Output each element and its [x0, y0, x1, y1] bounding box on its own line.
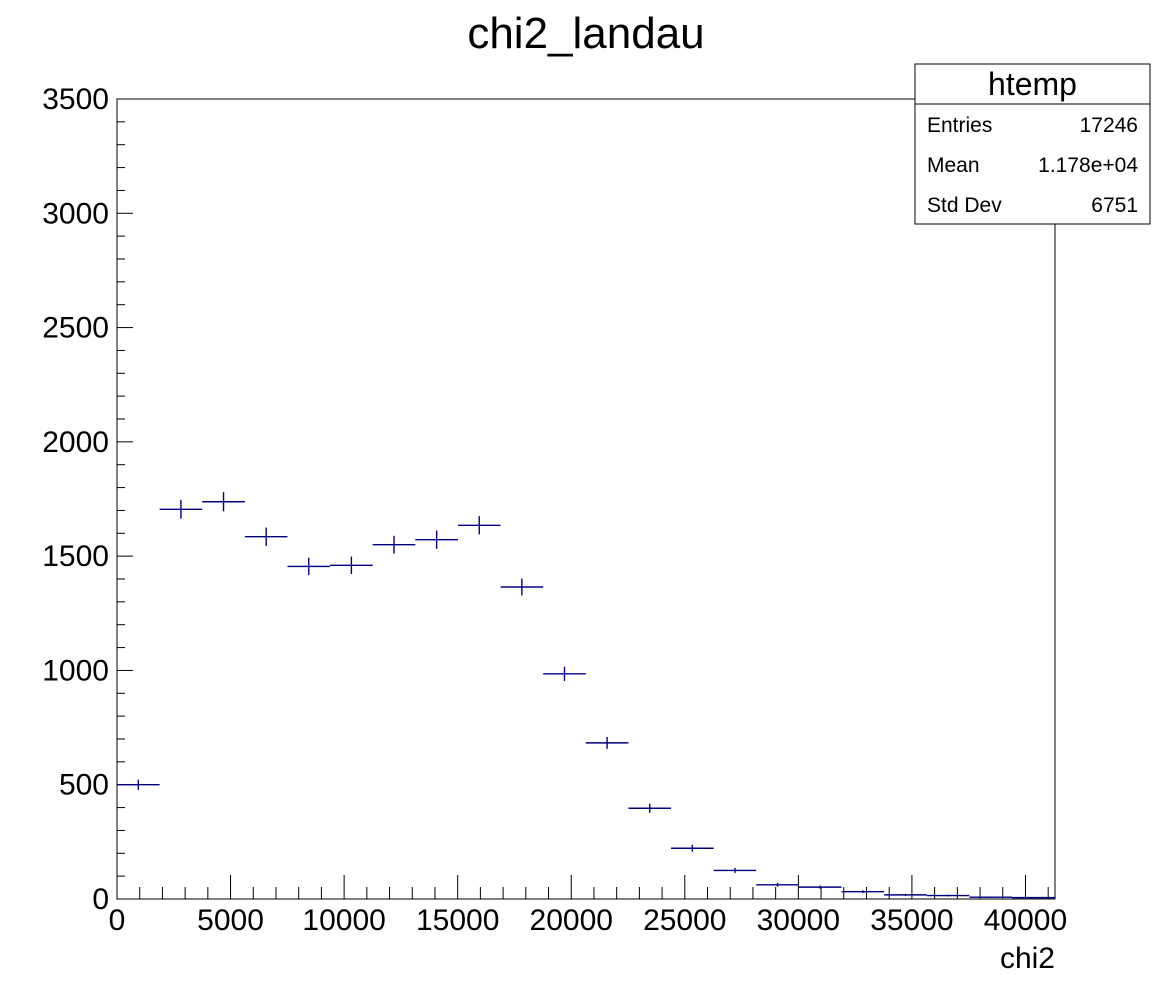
- x-tick-label: 15000: [416, 904, 499, 937]
- y-tick-label: 500: [59, 769, 109, 802]
- y-tick-label: 2500: [42, 312, 109, 345]
- data-point: [969, 896, 1012, 898]
- plot-frame-rect: [116, 98, 1056, 900]
- data-point: [415, 530, 458, 549]
- data-point: [244, 527, 288, 546]
- data-point: [117, 779, 160, 790]
- data-point: [884, 893, 927, 896]
- x-axis: 0 5000 10000 15000 20000 25000 30000 35000 40000: [109, 875, 1067, 937]
- y-axis: 0 500 1000 1500 2000 2500 3000 3500: [42, 83, 133, 916]
- data-point: [372, 535, 416, 554]
- data-point: [202, 492, 245, 512]
- x-tick-label: 20000: [530, 904, 613, 937]
- stats-box-title: htemp: [988, 66, 1077, 102]
- x-tick-label: 10000: [302, 904, 385, 937]
- stats-row-value: 1.178e+04: [1038, 154, 1138, 177]
- data-point: [1012, 896, 1055, 899]
- stats-row-value: 17246: [1080, 114, 1138, 137]
- y-tick-label: 1000: [42, 654, 109, 687]
- x-tick-label: 40000: [984, 904, 1067, 937]
- data-point: [628, 803, 672, 813]
- data-points: [117, 492, 1055, 899]
- data-point: [500, 578, 544, 596]
- y-tick-label: 0: [92, 883, 109, 916]
- x-tick-label: 30000: [757, 904, 840, 937]
- stats-row-label: Std Dev: [927, 194, 1002, 217]
- y-tick-label: 1500: [42, 540, 109, 573]
- data-point: [543, 666, 586, 681]
- stats-box-frame: [914, 63, 1151, 225]
- x-axis-title: chi2: [1000, 942, 1055, 975]
- stats-row-label: Mean: [927, 154, 980, 177]
- data-point: [926, 894, 970, 897]
- chart-title: chi2_landau: [467, 9, 704, 58]
- data-point: [713, 867, 757, 873]
- y-tick-label: 3000: [42, 197, 109, 230]
- data-point: [798, 885, 842, 889]
- plot-frame: [116, 98, 1056, 900]
- data-point: [841, 890, 885, 894]
- data-point: [330, 556, 373, 574]
- x-tick-label: 25000: [643, 904, 726, 937]
- data-point: [287, 557, 331, 576]
- y-tick-label: 2000: [42, 426, 109, 459]
- data-point: [671, 844, 714, 852]
- data-point: [585, 736, 629, 749]
- data-point: [159, 499, 203, 519]
- data-point: [756, 883, 799, 887]
- data-point: [457, 516, 501, 535]
- stats-row-value: 6751: [1091, 194, 1138, 217]
- x-tick-label: 0: [109, 904, 126, 937]
- x-tick-label: 5000: [197, 904, 264, 937]
- stats-box: htemp Entries 17246 Mean 1.178e+04 Std Dev 675…: [914, 63, 1151, 225]
- x-tick-label: 35000: [870, 904, 953, 937]
- stats-row-label: Entries: [927, 114, 992, 137]
- y-tick-label: 3500: [42, 83, 109, 116]
